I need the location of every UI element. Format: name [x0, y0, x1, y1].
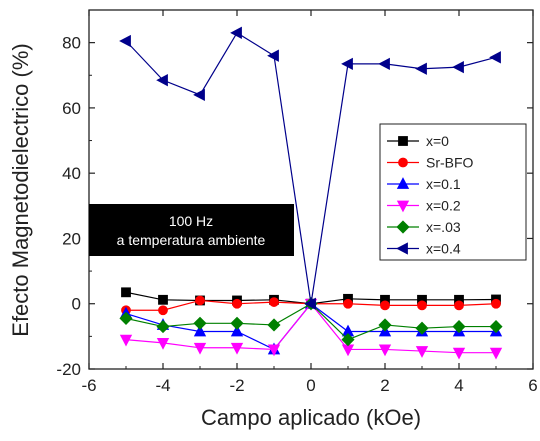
- data-point: [341, 57, 353, 71]
- y-tick-label: -20: [56, 360, 81, 379]
- legend: x=0 Sr-BFO x=0.1 x=0.2 x=.03 x=0.4: [379, 123, 527, 261]
- y-axis-title: Efecto Magnetodielectrico (%): [8, 43, 33, 336]
- data-point: [230, 316, 244, 330]
- data-point: [398, 136, 408, 146]
- annotation-line-2: a temperatura ambiente: [117, 232, 266, 248]
- data-point: [193, 324, 207, 337]
- legend-label: x=0: [426, 133, 449, 149]
- legend-label: Sr-BFO: [426, 155, 474, 171]
- data-point: [378, 318, 392, 332]
- data-point: [230, 342, 244, 355]
- data-point: [380, 300, 390, 311]
- data-point: [398, 157, 408, 168]
- x-tick-label: 4: [454, 376, 463, 395]
- data-point: [267, 49, 279, 62]
- data-point: [232, 298, 242, 309]
- data-point: [193, 316, 207, 330]
- data-point: [193, 88, 205, 102]
- y-tick-label: 20: [62, 229, 81, 248]
- data-point: [454, 300, 464, 311]
- x-axis-title: Campo aplicado (kOe): [201, 405, 421, 430]
- data-point: [341, 333, 355, 347]
- data-point: [396, 200, 410, 213]
- data-point: [195, 295, 205, 306]
- series-5: [119, 26, 501, 310]
- data-point: [415, 321, 429, 335]
- legend-label: x=0.2: [426, 198, 461, 214]
- data-point: [156, 337, 170, 350]
- data-point: [452, 320, 466, 334]
- data-point: [267, 344, 281, 357]
- data-point: [489, 320, 503, 334]
- x-tick-label: -2: [229, 376, 244, 395]
- data-point: [396, 177, 410, 189]
- data-point: [491, 298, 501, 309]
- y-tick-label: 60: [62, 99, 81, 118]
- x-tick-label: 6: [528, 376, 537, 395]
- data-point: [121, 287, 131, 298]
- data-point: [304, 297, 316, 310]
- x-tick-label: 0: [306, 376, 315, 395]
- data-point: [119, 311, 133, 325]
- data-point: [378, 57, 390, 71]
- data-point: [119, 334, 133, 347]
- x-tick-label: -4: [155, 376, 170, 395]
- data-point: [193, 342, 207, 355]
- y-tick-label: 0: [72, 295, 81, 314]
- data-point: [396, 242, 408, 255]
- data-point: [230, 26, 242, 40]
- legend-label: x=0.1: [426, 176, 461, 192]
- series-layer: [119, 26, 503, 360]
- data-point: [158, 305, 168, 316]
- legend-frame: [379, 123, 527, 261]
- data-point: [396, 220, 410, 234]
- data-point: [158, 294, 168, 305]
- y-tick-label: 40: [62, 164, 81, 183]
- data-point: [378, 344, 392, 357]
- data-point: [415, 346, 429, 358]
- x-tick-label: 2: [380, 376, 389, 395]
- data-point: [267, 318, 281, 332]
- data-point: [343, 298, 353, 309]
- data-point: [119, 34, 131, 48]
- data-point: [452, 347, 466, 360]
- data-point: [269, 297, 279, 307]
- data-point: [452, 60, 464, 74]
- x-tick-label: -6: [81, 376, 96, 395]
- data-point: [341, 344, 355, 357]
- data-point: [156, 74, 168, 87]
- data-point: [489, 347, 503, 360]
- annotation-box: 100 Hz a temperatura ambiente: [89, 204, 294, 256]
- legend-label: x=.03: [426, 219, 461, 235]
- data-point: [230, 324, 244, 337]
- data-point: [156, 320, 170, 334]
- y-tick-label: 80: [62, 34, 81, 53]
- data-point: [415, 62, 427, 75]
- data-point: [417, 300, 427, 311]
- legend-label: x=0.4: [426, 241, 461, 257]
- annotation-line-1: 100 Hz: [169, 213, 213, 229]
- data-point: [489, 51, 501, 64]
